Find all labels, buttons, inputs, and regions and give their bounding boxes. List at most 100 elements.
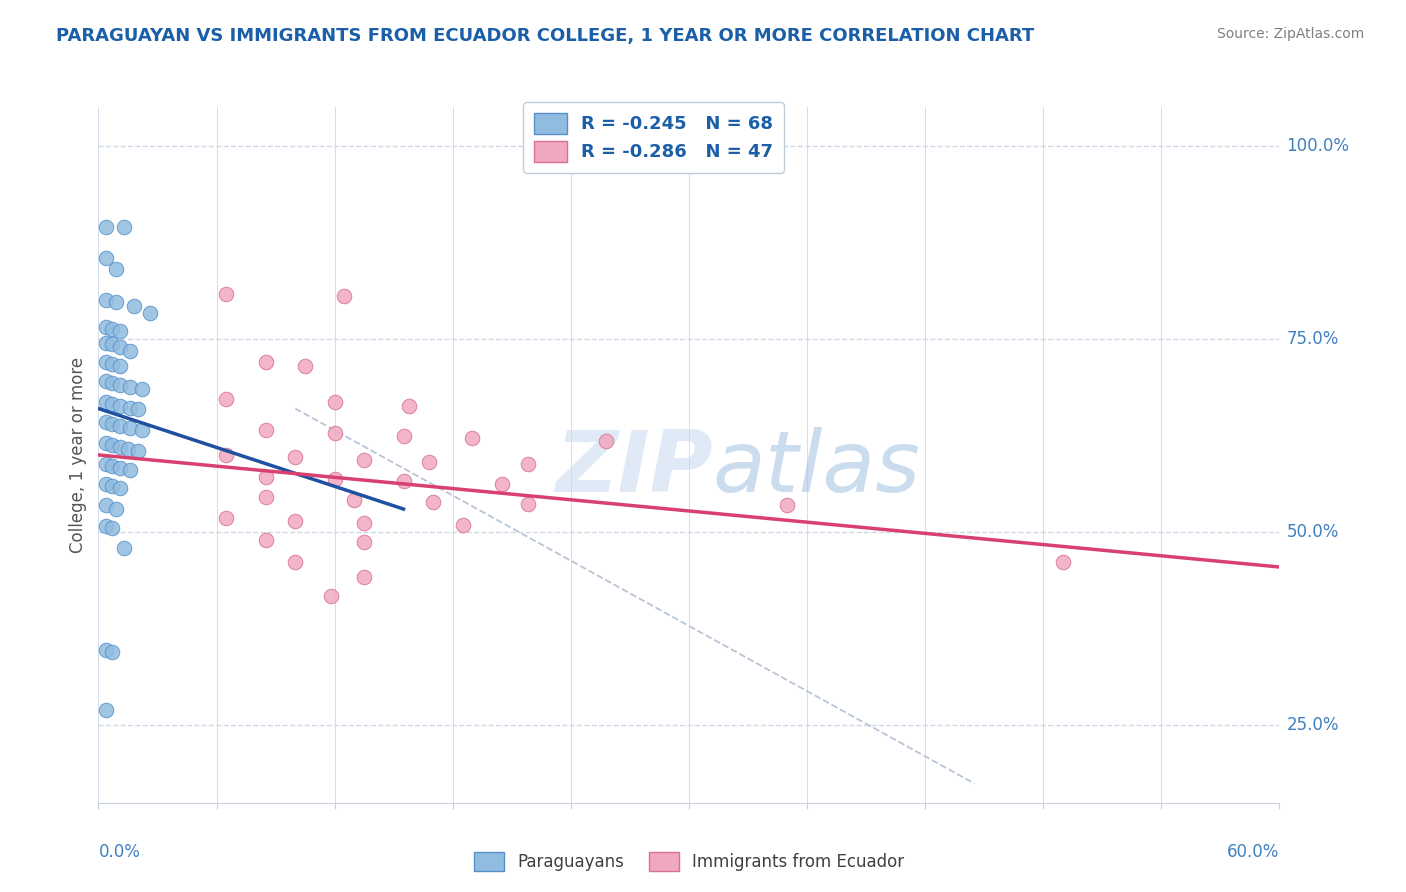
Point [118, 343, 141, 358]
Point [516, 497, 538, 511]
Point [112, 541, 135, 555]
Point [323, 426, 346, 441]
Point [284, 514, 307, 528]
Point [101, 438, 124, 452]
Point [101, 521, 124, 535]
Y-axis label: College, 1 year or more: College, 1 year or more [69, 357, 87, 553]
Text: Source: ZipAtlas.com: Source: ZipAtlas.com [1216, 27, 1364, 41]
Point [284, 450, 307, 465]
Point [96, 519, 118, 533]
Point [392, 428, 415, 442]
Point [131, 423, 153, 437]
Point [105, 294, 128, 309]
Point [254, 423, 277, 437]
Point [112, 219, 135, 234]
Point [96, 436, 118, 450]
Point [101, 322, 124, 336]
Point [96, 477, 118, 491]
Text: 60.0%: 60.0% [1227, 843, 1279, 861]
Point [96, 703, 118, 717]
Text: 75.0%: 75.0% [1286, 330, 1339, 348]
Point [96, 251, 118, 265]
Point [108, 359, 131, 373]
Point [254, 355, 277, 369]
Point [101, 645, 124, 659]
Point [101, 458, 124, 473]
Point [333, 289, 356, 303]
Point [108, 461, 131, 475]
Point [215, 287, 238, 301]
Point [215, 448, 238, 462]
Point [1052, 555, 1074, 569]
Point [108, 481, 131, 495]
Point [96, 457, 118, 471]
Point [101, 397, 124, 411]
Point [118, 380, 141, 394]
Point [108, 399, 131, 413]
Point [294, 359, 316, 373]
Text: 100.0%: 100.0% [1286, 136, 1350, 154]
Point [353, 535, 375, 549]
Point [418, 455, 440, 469]
Point [96, 219, 118, 234]
Point [595, 434, 617, 448]
Point [101, 357, 124, 371]
Point [96, 320, 118, 334]
Point [96, 293, 118, 308]
Point [118, 462, 141, 476]
Point [451, 518, 474, 533]
Point [776, 498, 799, 512]
Point [96, 498, 118, 512]
Point [96, 375, 118, 389]
Point [284, 555, 307, 569]
Point [101, 337, 124, 351]
Point [254, 491, 277, 505]
Point [117, 442, 139, 456]
Point [491, 476, 513, 491]
Point [254, 533, 277, 547]
Text: 25.0%: 25.0% [1286, 716, 1339, 734]
Point [461, 431, 484, 445]
Point [353, 570, 375, 584]
Point [96, 416, 118, 430]
Point [96, 395, 118, 409]
Point [118, 401, 141, 415]
Point [127, 444, 149, 458]
Point [516, 457, 538, 471]
Point [108, 340, 131, 354]
Text: 0.0%: 0.0% [98, 843, 141, 861]
Point [105, 262, 128, 277]
Point [108, 378, 131, 392]
Point [131, 382, 153, 396]
Text: 50.0%: 50.0% [1286, 524, 1339, 541]
Point [353, 452, 375, 467]
Point [215, 511, 238, 525]
Point [96, 335, 118, 350]
Text: ZIP: ZIP [555, 427, 713, 510]
Point [215, 392, 238, 407]
Point [254, 469, 277, 483]
Point [96, 642, 118, 657]
Point [101, 376, 124, 390]
Text: atlas: atlas [713, 427, 921, 510]
Point [353, 516, 375, 530]
Text: PARAGUAYAN VS IMMIGRANTS FROM ECUADOR COLLEGE, 1 YEAR OR MORE CORRELATION CHART: PARAGUAYAN VS IMMIGRANTS FROM ECUADOR CO… [56, 27, 1035, 45]
Point [108, 440, 131, 454]
Point [319, 589, 342, 603]
Point [392, 474, 415, 488]
Point [122, 300, 145, 314]
Point [138, 306, 160, 320]
Point [127, 402, 149, 417]
Point [101, 417, 124, 431]
Point [323, 395, 346, 409]
Point [96, 355, 118, 369]
Point [343, 492, 366, 507]
Point [323, 472, 346, 486]
Point [398, 399, 420, 413]
Point [101, 479, 124, 493]
Legend: Paraguayans, Immigrants from Ecuador: Paraguayans, Immigrants from Ecuador [467, 846, 911, 878]
Point [422, 495, 444, 509]
Point [108, 419, 131, 434]
Point [118, 421, 141, 435]
Point [108, 324, 131, 338]
